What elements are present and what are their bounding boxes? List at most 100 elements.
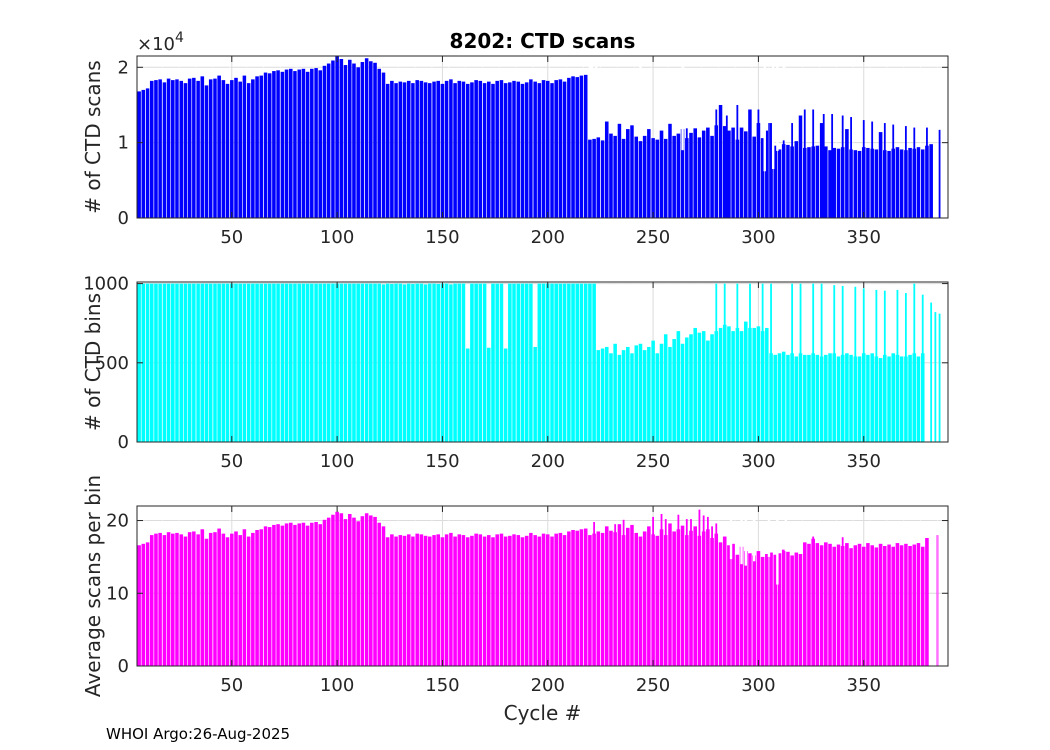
bar-spike [723, 283, 726, 442]
bar [145, 542, 150, 666]
bar [293, 524, 297, 666]
bar [402, 284, 407, 442]
bar [461, 283, 466, 442]
bar [470, 82, 474, 219]
bar [369, 283, 373, 442]
bar [883, 546, 887, 666]
bar [369, 515, 373, 666]
bar [301, 522, 306, 666]
y-tick-label: 500 [95, 353, 129, 374]
bar [634, 532, 639, 666]
bar [798, 115, 803, 218]
bar [604, 526, 609, 666]
bar-spike [871, 121, 874, 218]
bar [802, 542, 807, 666]
bar [571, 283, 575, 442]
bar [878, 358, 883, 442]
bar [322, 283, 327, 442]
bar [710, 135, 714, 218]
bar [162, 283, 167, 442]
bar [495, 283, 499, 442]
bar [183, 83, 188, 218]
bar-spike [862, 120, 865, 218]
bar [449, 79, 453, 218]
x-tick-label: 300 [741, 451, 775, 472]
bar [326, 63, 331, 218]
bar-spike [904, 293, 907, 442]
bar [773, 554, 778, 666]
bar [141, 283, 146, 442]
bar [208, 79, 213, 218]
bar [533, 346, 537, 442]
bar [141, 89, 146, 218]
bar [537, 536, 542, 666]
bar [297, 283, 301, 442]
chart-ctd-bins: 50 100 150 200 250 300 350 0 500 1000# of CTD bin… [81, 274, 949, 472]
bar [550, 83, 554, 218]
bar [908, 354, 912, 442]
bar [638, 536, 643, 666]
bar [891, 546, 896, 666]
bar [259, 75, 264, 218]
bar [166, 283, 171, 442]
bar [739, 331, 744, 442]
bar [524, 535, 529, 666]
bar [895, 147, 900, 218]
bar [343, 519, 348, 666]
bar [794, 552, 799, 666]
chart-title: 8202: CTD scans [450, 29, 636, 53]
bar [390, 534, 394, 666]
bar [676, 133, 681, 218]
bar [436, 534, 441, 666]
bar [706, 340, 710, 442]
bar [647, 129, 651, 218]
x-tick-label: 100 [320, 451, 354, 472]
bar [781, 351, 786, 442]
bar [773, 145, 778, 218]
bar-spike [685, 128, 688, 218]
bar [849, 548, 853, 666]
bar [583, 528, 588, 666]
bar [192, 283, 196, 442]
bar-spike [812, 283, 815, 442]
bar [162, 535, 167, 666]
bar-dip-gap [729, 506, 733, 560]
bar [870, 545, 874, 666]
bar [503, 536, 508, 666]
bar-spike [841, 115, 844, 218]
bar [310, 522, 314, 666]
bar [288, 283, 293, 442]
bar-spike [833, 285, 836, 442]
bar [204, 85, 209, 218]
bar [541, 533, 546, 666]
bar [339, 283, 344, 442]
bar [786, 551, 790, 666]
bar [200, 529, 205, 666]
bar-dip-gap [776, 506, 779, 585]
bar [440, 83, 445, 218]
bar [204, 283, 209, 442]
bar [360, 283, 365, 442]
bar [836, 148, 841, 218]
bar [655, 139, 660, 218]
bar [145, 283, 150, 442]
bar [710, 334, 714, 442]
bar [583, 74, 588, 218]
bar [668, 346, 672, 442]
bar-spike [711, 526, 713, 666]
bar [495, 80, 499, 219]
bar [609, 530, 613, 666]
bar [524, 82, 529, 219]
bar [491, 537, 495, 666]
bar-spike [593, 522, 596, 666]
bar [604, 346, 609, 442]
bar [701, 331, 706, 442]
x-tick-label: 250 [636, 451, 670, 472]
bar [444, 283, 449, 442]
x-axis-label: Cycle # [504, 701, 582, 725]
bar [908, 147, 912, 218]
bar [642, 135, 647, 218]
bar [449, 532, 453, 666]
bar [512, 283, 516, 442]
bar [634, 136, 639, 218]
